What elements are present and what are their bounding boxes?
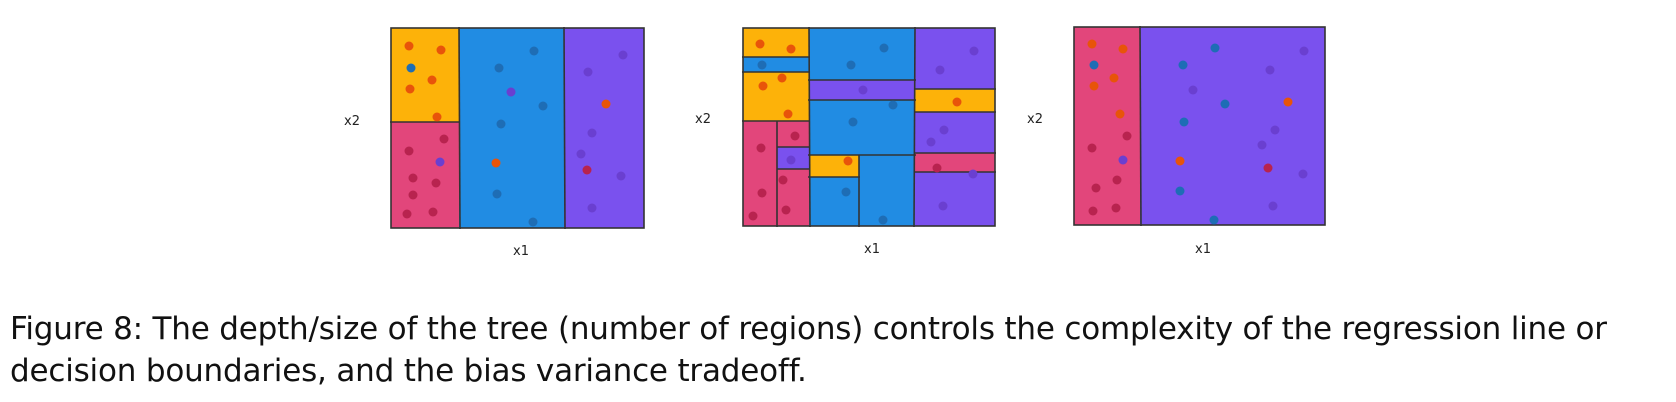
y-axis-label-panel-3: x2 — [1027, 112, 1043, 127]
data-points — [402, 41, 628, 227]
region-purple — [564, 28, 644, 228]
y-axis-label-panel-2: x2 — [695, 112, 711, 127]
x-axis-label-panel-1: x1 — [513, 244, 529, 259]
panel-deep-tree — [742, 26, 996, 228]
caption-label: Figure 8: — [10, 311, 143, 347]
figure-caption: Figure 8: The depth/size of the tree (nu… — [10, 308, 1670, 392]
y-axis-label-panel-1: x2 — [344, 114, 360, 129]
figure: x2 x1 x2 x1 x2 x1 — [344, 25, 1326, 259]
x-axis-label-panel-3: x1 — [1195, 242, 1211, 257]
region-blue — [459, 28, 564, 228]
region-orange — [391, 28, 459, 122]
x-axis-label-panel-2: x1 — [864, 242, 880, 257]
data-points — [748, 39, 979, 225]
panel-shallow-tree — [390, 26, 645, 230]
panel-stump-tree — [1073, 25, 1326, 227]
data-points — [1087, 39, 1309, 225]
caption-text: The depth/size of the tree (number of re… — [10, 311, 1607, 389]
